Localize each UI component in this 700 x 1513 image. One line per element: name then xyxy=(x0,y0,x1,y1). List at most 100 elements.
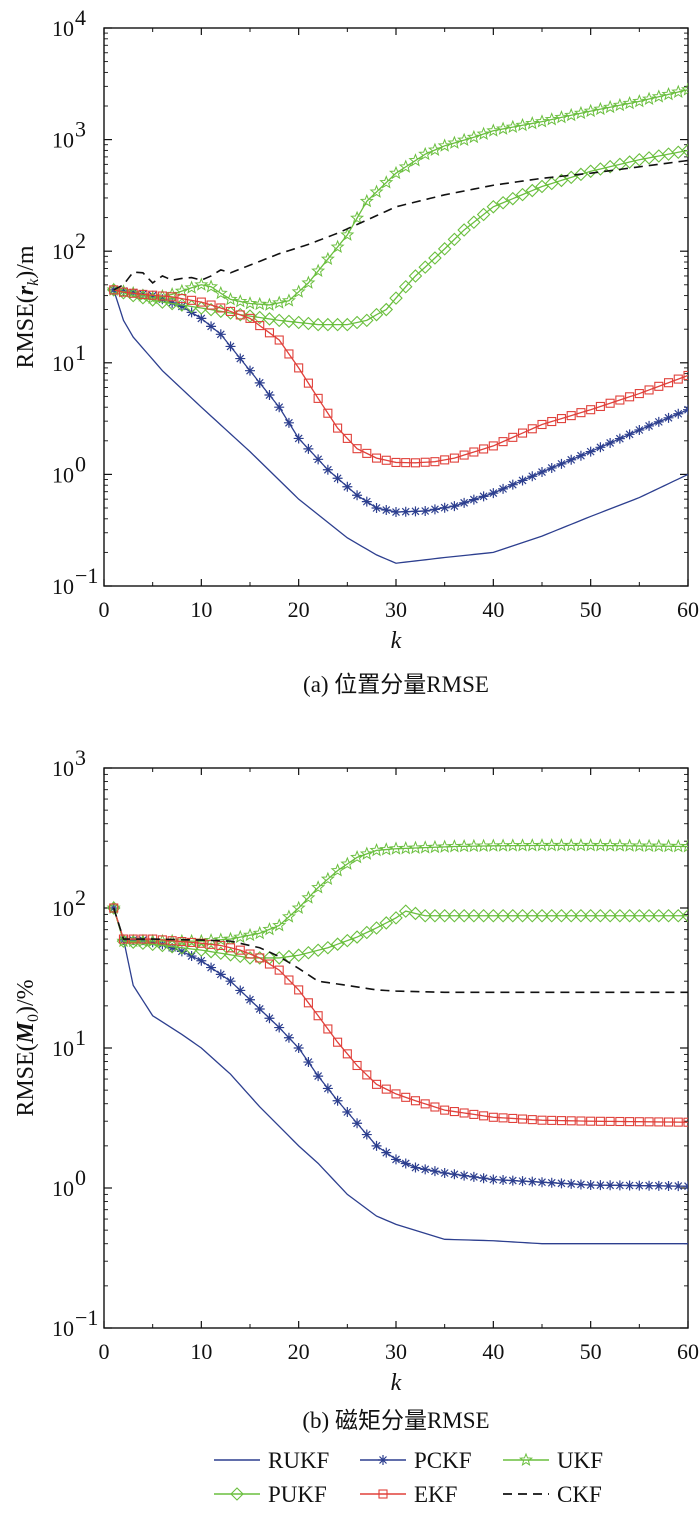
marker-ukf xyxy=(281,293,296,307)
series-line-ukf xyxy=(113,844,688,942)
series-line-rukf xyxy=(113,907,688,1245)
marker-ukf xyxy=(330,863,345,877)
marker-ekf xyxy=(498,1113,508,1123)
x-tick-label: 0 xyxy=(99,597,110,622)
marker-ekf xyxy=(342,1049,352,1059)
marker-pckf xyxy=(429,504,440,515)
marker-ekf xyxy=(517,1114,528,1124)
marker-pckf xyxy=(293,433,304,444)
marker-pckf xyxy=(527,1176,538,1187)
marker-ekf xyxy=(654,381,664,391)
y-tick-exponent: 2 xyxy=(75,228,86,253)
marker-pukf xyxy=(408,906,423,921)
marker-pukf xyxy=(330,937,345,951)
marker-pckf xyxy=(634,1180,645,1191)
marker-pckf xyxy=(595,442,606,453)
marker-ukf xyxy=(651,89,666,103)
marker-pckf xyxy=(439,1167,450,1178)
marker-pckf xyxy=(352,1118,363,1129)
marker-ukf xyxy=(252,296,267,311)
marker-ekf xyxy=(255,321,265,331)
y-tick-exponent: 1 xyxy=(75,1025,86,1050)
marker-pckf xyxy=(128,935,139,946)
marker-ekf xyxy=(255,953,265,963)
marker-pukf xyxy=(447,232,462,247)
marker-pckf xyxy=(391,507,401,518)
marker-ukf xyxy=(174,283,189,298)
marker-pukf xyxy=(613,908,627,923)
series-line-ckf xyxy=(112,907,688,994)
marker-ekf xyxy=(235,945,245,955)
marker-pckf xyxy=(371,1140,382,1151)
marker-ekf xyxy=(362,448,372,458)
marker-ukf xyxy=(262,297,277,311)
marker-ekf xyxy=(274,965,284,975)
marker-pckf xyxy=(507,1175,518,1186)
marker-pukf xyxy=(428,251,442,265)
marker-ekf xyxy=(225,306,236,316)
y-tick-exponent: −1 xyxy=(75,563,98,588)
y-tick-label: 10 xyxy=(52,351,74,376)
y-tick-exponent: 2 xyxy=(75,885,86,910)
marker-ekf xyxy=(566,1116,576,1126)
marker-pckf xyxy=(663,412,674,423)
marker-pukf xyxy=(544,908,559,923)
marker-ekf xyxy=(654,1117,664,1127)
marker-ukf xyxy=(427,142,442,156)
marker-pckf xyxy=(303,1057,314,1068)
marker-ukf xyxy=(437,138,452,152)
marker-pckf xyxy=(517,475,528,486)
marker-ekf xyxy=(440,1105,450,1115)
marker-ekf xyxy=(381,1084,391,1094)
marker-ukf xyxy=(262,922,277,936)
marker-pckf xyxy=(225,976,236,987)
marker-pckf xyxy=(361,496,372,507)
marker-ekf xyxy=(527,1115,537,1125)
x-tick-label: 0 xyxy=(99,1339,110,1364)
marker-pckf xyxy=(575,450,586,461)
marker-ekf xyxy=(595,1116,605,1126)
marker-ekf xyxy=(430,1102,440,1112)
marker-ekf xyxy=(537,1115,547,1125)
y-tick-exponent: 0 xyxy=(75,451,86,476)
marker-ekf xyxy=(323,408,333,418)
marker-ukf xyxy=(534,114,550,128)
marker-ukf xyxy=(554,110,569,124)
marker-ekf xyxy=(586,405,596,415)
marker-pckf xyxy=(624,429,635,440)
marker-pckf xyxy=(245,994,255,1005)
marker-pckf xyxy=(663,1180,674,1191)
marker-pukf xyxy=(272,313,286,328)
marker-pckf xyxy=(313,1071,324,1082)
x-tick-label: 30 xyxy=(385,597,407,622)
marker-pckf xyxy=(332,1095,343,1106)
marker-pukf xyxy=(408,269,423,283)
series-line-rukf xyxy=(113,289,688,564)
marker-pukf xyxy=(437,908,452,923)
marker-ukf xyxy=(194,277,209,291)
marker-ukf xyxy=(311,263,326,277)
marker-pukf xyxy=(369,307,384,322)
marker-pckf xyxy=(429,1166,440,1177)
marker-pukf xyxy=(340,933,355,948)
marker-ukf xyxy=(603,99,618,114)
marker-ekf xyxy=(206,300,216,310)
marker-ekf xyxy=(537,419,547,430)
marker-ekf xyxy=(294,363,304,373)
marker-pckf xyxy=(459,1170,470,1181)
marker-pukf xyxy=(194,943,209,957)
marker-pckf xyxy=(673,408,684,419)
marker-ekf xyxy=(401,1092,411,1102)
marker-pckf xyxy=(439,502,450,513)
marker-ekf xyxy=(138,289,148,299)
x-tick-label: 60 xyxy=(677,597,699,622)
marker-ukf xyxy=(242,927,258,942)
series-group xyxy=(106,82,688,564)
series-group xyxy=(106,838,688,1245)
marker-ekf xyxy=(118,287,129,297)
marker-ekf xyxy=(284,975,294,985)
marker-pckf xyxy=(556,458,567,469)
legend: RUKF PCKF UKF PUKF EKF CKF xyxy=(214,1448,603,1507)
